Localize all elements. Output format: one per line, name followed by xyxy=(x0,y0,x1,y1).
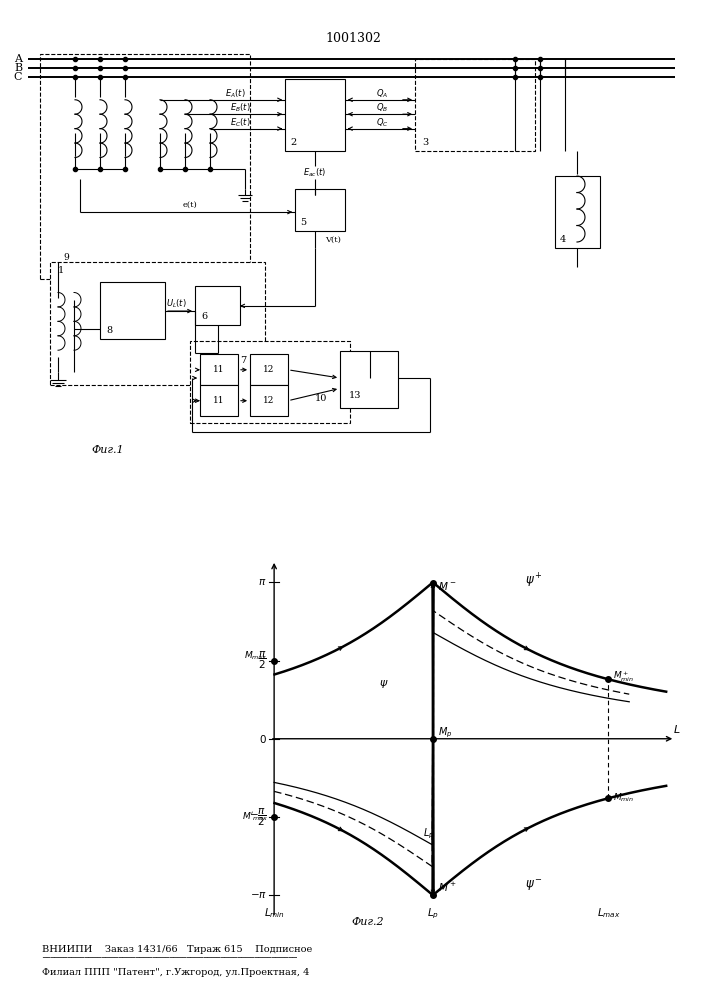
Text: $E_B(t)$: $E_B(t)$ xyxy=(230,102,250,114)
Text: 2: 2 xyxy=(290,138,296,147)
FancyBboxPatch shape xyxy=(555,176,600,248)
Text: 10: 10 xyxy=(315,394,327,403)
Text: $M^+$: $M^+$ xyxy=(438,881,457,894)
FancyBboxPatch shape xyxy=(50,262,265,385)
Text: $E_A(t)$: $E_A(t)$ xyxy=(225,87,245,100)
Text: $\psi^-$: $\psi^-$ xyxy=(525,878,543,893)
Text: $Q_B$: $Q_B$ xyxy=(376,102,388,114)
Text: $Q_A$: $Q_A$ xyxy=(376,87,388,100)
Text: 8: 8 xyxy=(106,326,112,335)
Text: $L$: $L$ xyxy=(673,723,680,735)
FancyBboxPatch shape xyxy=(285,79,345,151)
FancyBboxPatch shape xyxy=(200,385,238,416)
Text: 12: 12 xyxy=(263,396,275,405)
Text: ────────────────────────────────────────────────────────────: ────────────────────────────────────────… xyxy=(42,955,298,961)
Text: $M'_{max}$: $M'_{max}$ xyxy=(242,810,268,823)
FancyBboxPatch shape xyxy=(250,354,288,385)
Text: $L_{max}$: $L_{max}$ xyxy=(597,906,620,920)
Text: $L_p$: $L_p$ xyxy=(427,906,439,921)
Text: V(t): V(t) xyxy=(325,236,341,244)
Text: $M_{max}$: $M_{max}$ xyxy=(244,649,268,662)
FancyBboxPatch shape xyxy=(190,341,350,423)
FancyBboxPatch shape xyxy=(200,354,238,385)
Text: $M_{min}$: $M_{min}$ xyxy=(614,792,635,804)
Text: Филиал ППП "Патент", г.Ужгород, ул.Проектная, 4: Филиал ППП "Патент", г.Ужгород, ул.Проек… xyxy=(42,968,310,977)
Text: 11: 11 xyxy=(214,396,225,405)
Text: 1: 1 xyxy=(58,266,64,275)
Text: Фиг.1: Фиг.1 xyxy=(92,445,124,455)
FancyBboxPatch shape xyxy=(195,286,240,325)
Text: $U_L(t)$: $U_L(t)$ xyxy=(165,298,187,310)
Text: $\psi^+$: $\psi^+$ xyxy=(525,572,543,590)
Text: $0$: $0$ xyxy=(259,733,267,745)
Text: 11: 11 xyxy=(214,365,225,374)
Text: 5: 5 xyxy=(300,218,306,227)
Text: $Q_C$: $Q_C$ xyxy=(375,116,388,129)
FancyBboxPatch shape xyxy=(415,59,535,151)
FancyBboxPatch shape xyxy=(40,54,250,279)
Text: $M^-$: $M^-$ xyxy=(438,580,456,592)
FancyBboxPatch shape xyxy=(295,189,345,231)
Text: e(t): e(t) xyxy=(182,201,197,209)
Text: A: A xyxy=(14,54,22,64)
FancyBboxPatch shape xyxy=(100,282,165,339)
Text: $E_C(t)$: $E_C(t)$ xyxy=(230,116,250,129)
FancyBboxPatch shape xyxy=(340,351,398,408)
Text: 4: 4 xyxy=(560,235,566,244)
Text: $\psi$: $\psi$ xyxy=(378,678,388,690)
Text: $M^+_{min}$: $M^+_{min}$ xyxy=(614,670,635,684)
Text: 13: 13 xyxy=(349,391,361,400)
Text: $-\dfrac{\pi}{2}$: $-\dfrac{\pi}{2}$ xyxy=(250,806,267,828)
FancyBboxPatch shape xyxy=(250,385,288,416)
Text: $M_p$: $M_p$ xyxy=(438,725,452,740)
Text: $L_p$: $L_p$ xyxy=(423,826,434,841)
Text: $\dfrac{\pi}{2}$: $\dfrac{\pi}{2}$ xyxy=(258,650,267,671)
Text: 12: 12 xyxy=(263,365,275,374)
Text: $E_{ac}(t)$: $E_{ac}(t)$ xyxy=(303,167,327,179)
Text: B: B xyxy=(14,63,22,73)
Text: 7: 7 xyxy=(240,356,246,365)
Text: 3: 3 xyxy=(422,138,428,147)
Text: $-\pi$: $-\pi$ xyxy=(250,890,267,900)
Text: C: C xyxy=(13,72,22,82)
Text: $L_{min}$: $L_{min}$ xyxy=(264,906,285,920)
Text: $\pi$: $\pi$ xyxy=(258,577,267,587)
Text: 6: 6 xyxy=(201,312,207,321)
Text: Фиг.2: Фиг.2 xyxy=(351,917,384,927)
Text: 9: 9 xyxy=(63,253,69,262)
Text: ВНИИПИ    Заказ 1431/66   Тираж 615    Подписное: ВНИИПИ Заказ 1431/66 Тираж 615 Подписное xyxy=(42,945,312,954)
Text: 1001302: 1001302 xyxy=(325,32,382,45)
